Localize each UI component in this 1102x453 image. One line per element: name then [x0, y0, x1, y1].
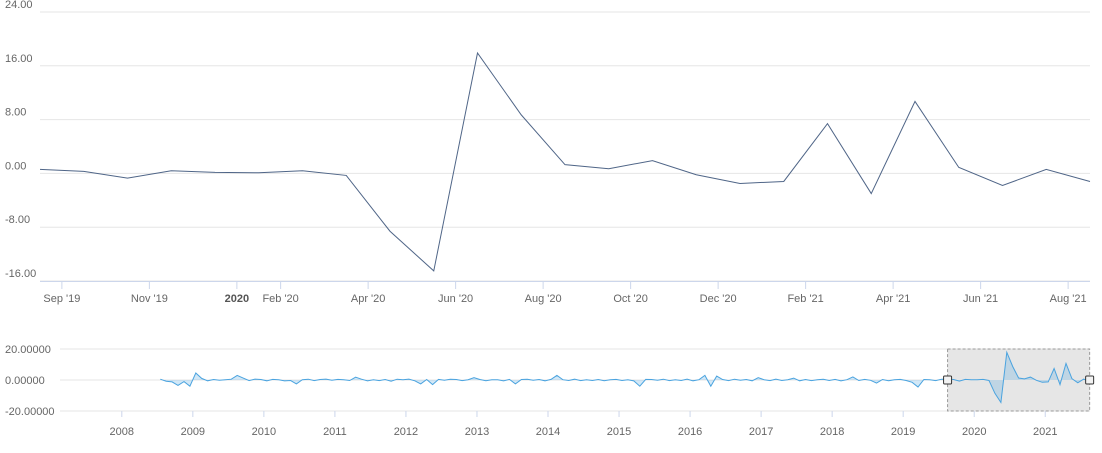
nav-x-tick-label: 2021 — [1033, 426, 1057, 438]
nav-x-tick-label: 2009 — [181, 426, 205, 438]
x-tick-label: Aug '21 — [1050, 293, 1087, 305]
y-tick-label: 24.00 — [5, 0, 33, 11]
nav-y-tick-label: -20.00000 — [5, 406, 55, 418]
y-tick-label: -8.00 — [5, 214, 30, 226]
nav-x-tick-label: 2008 — [110, 426, 134, 438]
y-tick-label: -16.00 — [5, 268, 36, 280]
y-tick-label: 8.00 — [5, 107, 26, 119]
y-tick-label: 0.00 — [5, 160, 26, 172]
nav-x-tick-label: 2015 — [607, 426, 631, 438]
line-series — [39, 51, 1091, 272]
x-tick-label: Oct '20 — [613, 293, 648, 305]
nav-x-tick-label: 2017 — [749, 426, 773, 438]
x-tick-label: Jun '21 — [963, 293, 998, 305]
nav-handle[interactable] — [1085, 375, 1095, 385]
nav-x-tick-label: 2016 — [678, 426, 702, 438]
nav-x-tick-label: 2014 — [536, 426, 560, 438]
x-tick-label: Feb '20 — [262, 293, 298, 305]
x-tick-label: Feb '21 — [787, 293, 823, 305]
nav-line — [160, 350, 1090, 404]
nav-y-tick-label: 20.00000 — [5, 344, 51, 356]
x-tick-label: 2020 — [225, 293, 249, 305]
nav-x-tick-label: 2011 — [323, 426, 347, 438]
x-tick-label: Jun '20 — [438, 293, 473, 305]
x-tick-label: Sep '19 — [43, 293, 80, 305]
x-tick-label: Apr '20 — [351, 293, 386, 305]
nav-x-tick-label: 2018 — [820, 426, 844, 438]
nav-handle[interactable] — [943, 375, 953, 385]
nav-y-tick-label: 0.00000 — [5, 375, 45, 387]
nav-x-tick-label: 2020 — [962, 426, 986, 438]
nav-x-tick-label: 2010 — [252, 426, 276, 438]
y-tick-label: 16.00 — [5, 53, 33, 65]
nav-x-tick-label: 2013 — [465, 426, 489, 438]
nav-x-tick-label: 2012 — [394, 426, 418, 438]
nav-x-tick-label: 2019 — [891, 426, 915, 438]
x-tick-label: Apr '21 — [876, 293, 911, 305]
x-tick-label: Aug '20 — [525, 293, 562, 305]
x-tick-label: Dec '20 — [700, 293, 737, 305]
x-tick-label: Nov '19 — [131, 293, 168, 305]
